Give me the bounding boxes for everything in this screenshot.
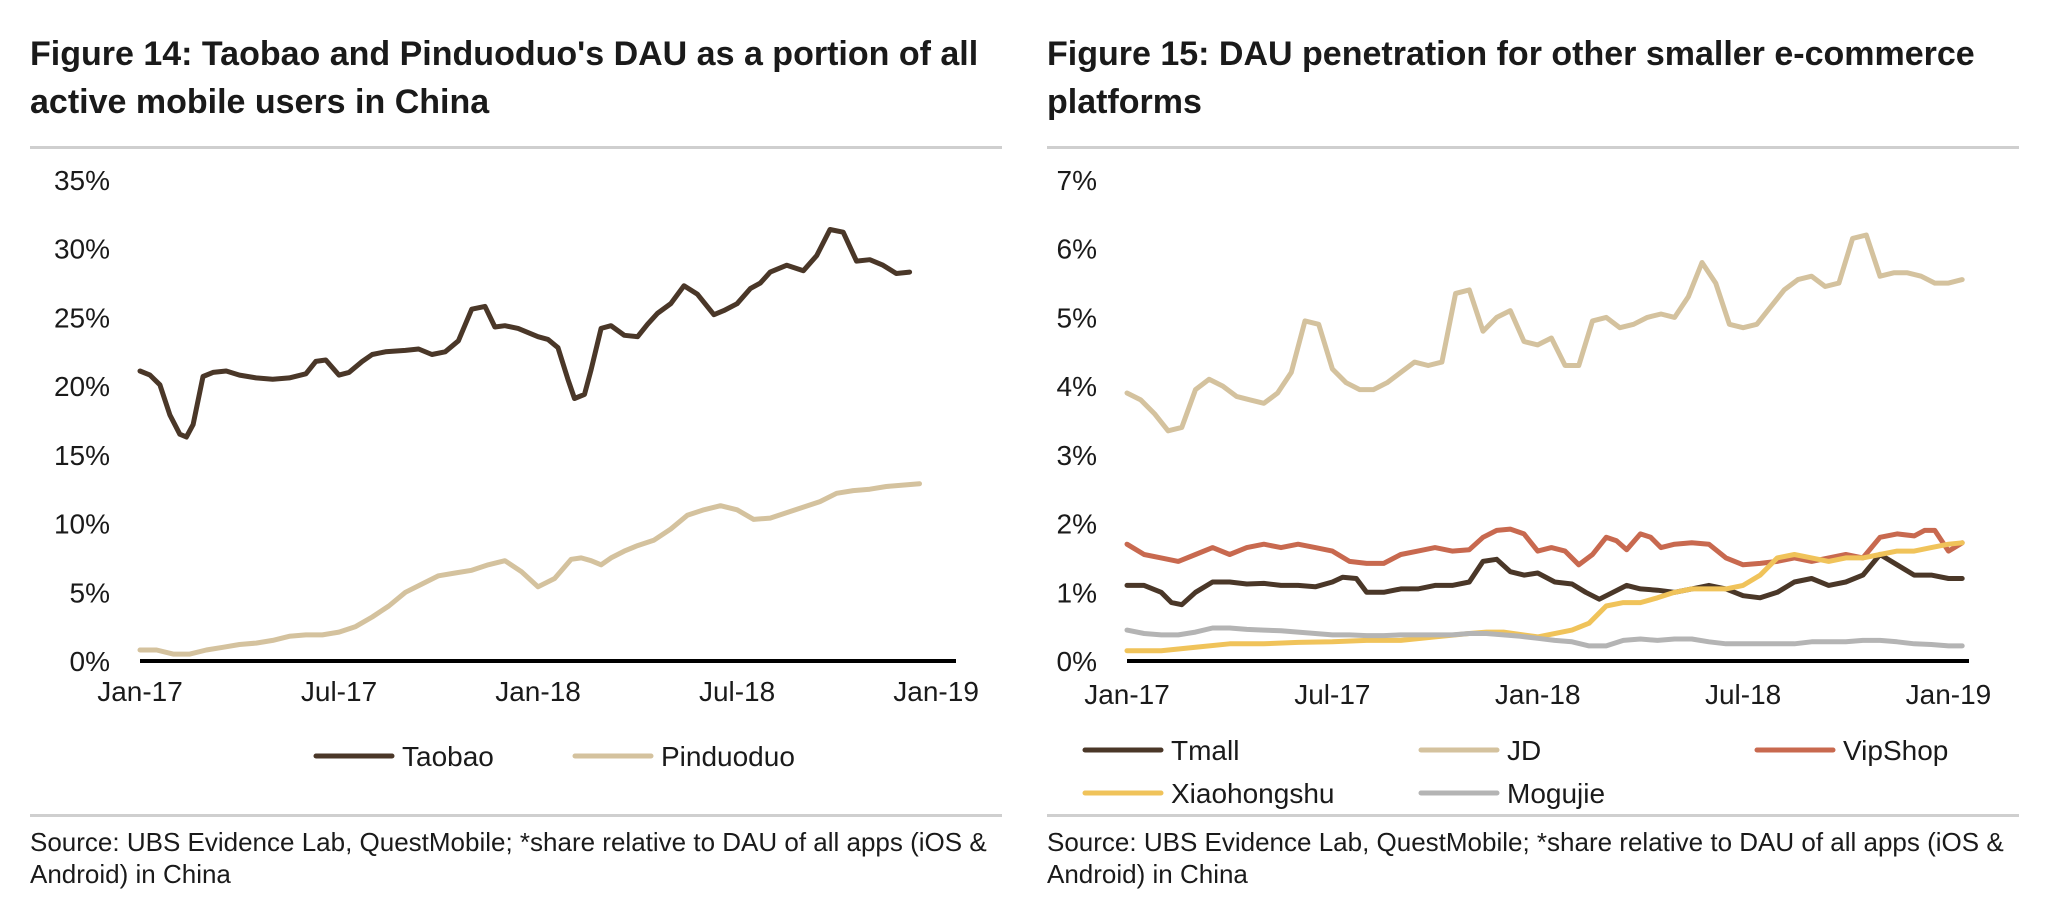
figure-14-chart: 0% 5% 10% 15% 20% 25% 30% 35% Jan-17 Jul-17 Jan-18…	[54, 165, 979, 772]
x-tick-label: Jan-17	[97, 676, 183, 707]
series-line-xiaohongshu	[1124, 540, 1965, 654]
series-line-tmall	[1124, 552, 1965, 608]
figure-15-top-rule	[1047, 146, 2019, 149]
x-tick-label: Jan-17	[1084, 679, 1170, 710]
legend-label-taobao: Taobao	[402, 741, 494, 772]
series-line-mogujie	[1124, 625, 1965, 649]
figure-15-bottom-rule	[1047, 814, 2019, 817]
y-tick-label: 1%	[1057, 577, 1097, 608]
x-tick-label: Jul-17	[301, 676, 377, 707]
figure-14-top-rule	[30, 146, 1002, 149]
legend-label-pinduoduo: Pinduoduo	[661, 741, 795, 772]
y-tick-label: 30%	[54, 234, 110, 265]
y-tick-label: 5%	[1057, 302, 1097, 333]
figure-15-panel: Figure 15: DAU penetration for other sma…	[1047, 0, 2019, 903]
y-tick-label: 7%	[1057, 165, 1097, 196]
x-tick-label: Jul-18	[1705, 679, 1781, 710]
x-tick-label: Jan-19	[1906, 679, 1992, 710]
x-tick-label: Jan-19	[893, 676, 979, 707]
figure-15-title: Figure 15: DAU penetration for other sma…	[1047, 35, 1975, 121]
y-tick-label: 2%	[1057, 509, 1097, 540]
figure-15-source: Source: UBS Evidence Lab, QuestMobile; *…	[1047, 827, 2004, 889]
series-line-pinduoduo	[137, 481, 922, 657]
x-tick-label: Jul-18	[699, 676, 775, 707]
y-tick-label: 4%	[1057, 371, 1097, 402]
y-tick-label: 20%	[54, 371, 110, 402]
legend-label-vipshop: VipShop	[1843, 735, 1948, 766]
figure-14-panel: Figure 14: Taobao and Pinduoduo's DAU as…	[30, 0, 1002, 903]
y-tick-label: 15%	[54, 440, 110, 471]
y-tick-label: 0%	[70, 646, 110, 677]
y-tick-label: 10%	[54, 509, 110, 540]
series-line-taobao	[137, 227, 913, 440]
figure-14-title: Figure 14: Taobao and Pinduoduo's DAU as…	[30, 35, 979, 121]
legend-label-tmall: Tmall	[1171, 735, 1239, 766]
figure-14-source: Source: UBS Evidence Lab, QuestMobile; *…	[30, 827, 987, 889]
y-tick-label: 6%	[1057, 234, 1097, 265]
x-tick-label: Jan-18	[1495, 679, 1581, 710]
x-tick-label: Jul-17	[1294, 679, 1370, 710]
x-tick-label: Jan-18	[495, 676, 581, 707]
legend-label-jd: JD	[1507, 735, 1541, 766]
figure-14-bottom-rule	[30, 814, 1002, 817]
y-tick-label: 35%	[54, 165, 110, 196]
y-tick-label: 0%	[1057, 646, 1097, 677]
legend-label-xiaohongshu: Xiaohongshu	[1171, 778, 1334, 809]
legend-label-mogujie: Mogujie	[1507, 778, 1605, 809]
figure-15-chart: 0% 1% 2% 3% 4% 5% 6% 7% Jan-17 Jul-17 Jan-18 Jul-18…	[1057, 165, 1992, 809]
y-tick-label: 25%	[54, 302, 110, 333]
series-line-jd	[1124, 232, 1965, 434]
series-line-vipshop	[1124, 526, 1965, 568]
y-tick-label: 3%	[1057, 440, 1097, 471]
y-tick-label: 5%	[70, 577, 110, 608]
